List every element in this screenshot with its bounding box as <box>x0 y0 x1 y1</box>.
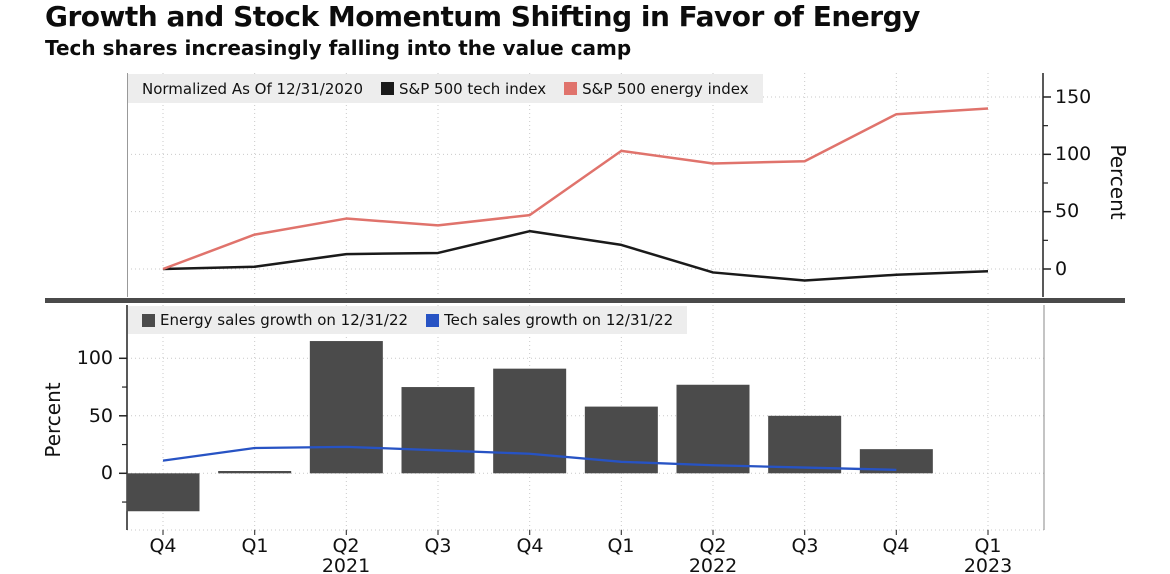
top-chart-canvas <box>127 73 1051 297</box>
top-ytick-100: 100 <box>1055 143 1092 165</box>
bottom-ytick-100: 100 <box>76 347 113 369</box>
bottom-ytick-50: 50 <box>88 405 113 427</box>
energy-sales-bar <box>218 471 292 474</box>
energy-sales-bar <box>493 368 567 474</box>
page-subtitle: Tech shares increasingly falling into th… <box>45 36 632 60</box>
energy-sales-bar <box>309 341 383 474</box>
page-title: Growth and Stock Momentum Shifting in Fa… <box>45 0 920 33</box>
legend-item-energy-sales: Energy sales growth on 12/31/22 <box>142 311 408 329</box>
energy-sales-swatch-icon <box>142 313 155 327</box>
xtick-year-2021: 2021 <box>321 555 371 574</box>
xtick-q2-2021: Q2 <box>332 535 360 557</box>
top-chart-legend: Normalized As Of 12/31/2020 S&P 500 tech… <box>128 74 763 103</box>
xtick-q2-2022: Q2 <box>699 535 727 557</box>
tech-sales-label: Tech sales growth on 12/31/22 <box>444 311 674 329</box>
panel-divider <box>45 298 1125 303</box>
legend-item-energy-index: S&P 500 energy index <box>564 80 749 98</box>
xtick-q4-2022: Q4 <box>882 535 910 557</box>
xtick-q3-2021: Q3 <box>424 535 452 557</box>
energy-sales-label: Energy sales growth on 12/31/22 <box>160 311 409 329</box>
bottom-chart-canvas <box>119 305 1045 535</box>
legend-item-tech-index: S&P 500 tech index <box>381 80 546 98</box>
energy-sales-bar <box>676 384 750 474</box>
xtick-q1-2022: Q1 <box>607 535 635 557</box>
energy-index-label: S&P 500 energy index <box>582 79 749 98</box>
bottom-yaxis-title: Percent <box>41 382 65 458</box>
tech-index-line <box>162 229 989 282</box>
xtick-year-2022: 2022 <box>688 555 738 574</box>
xtick-q1-2021: Q1 <box>241 535 269 557</box>
xtick-q1-2023: Q1 <box>974 535 1002 557</box>
bottom-ytick-0: 0 <box>100 462 113 484</box>
energy-sales-bar <box>126 473 200 512</box>
top-ytick-0: 0 <box>1055 258 1068 280</box>
xtick-q4-2021: Q4 <box>516 535 544 557</box>
energy-index-swatch-icon <box>564 82 578 95</box>
xtick-q3-2022: Q3 <box>791 535 819 557</box>
xtick-year-2023: 2023 <box>963 555 1013 574</box>
energy-index-line <box>162 107 989 271</box>
bottom-chart-legend: Energy sales growth on 12/31/22 Tech sal… <box>128 306 688 334</box>
xtick-q4-2020: Q4 <box>149 535 177 557</box>
energy-sales-bar <box>401 387 475 474</box>
tech-sales-line <box>162 445 897 471</box>
legend-note: Normalized As Of 12/31/2020 <box>142 79 363 98</box>
top-ytick-50: 50 <box>1055 200 1080 222</box>
top-ytick-150: 150 <box>1055 86 1092 108</box>
top-yaxis-title: Percent <box>1106 144 1130 220</box>
energy-sales-bar <box>768 415 842 474</box>
legend-item-tech-sales: Tech sales growth on 12/31/22 <box>426 311 673 329</box>
tech-index-swatch-icon <box>381 82 394 95</box>
tech-index-label: S&P 500 tech index <box>399 79 547 98</box>
tech-sales-swatch-icon <box>426 313 440 327</box>
